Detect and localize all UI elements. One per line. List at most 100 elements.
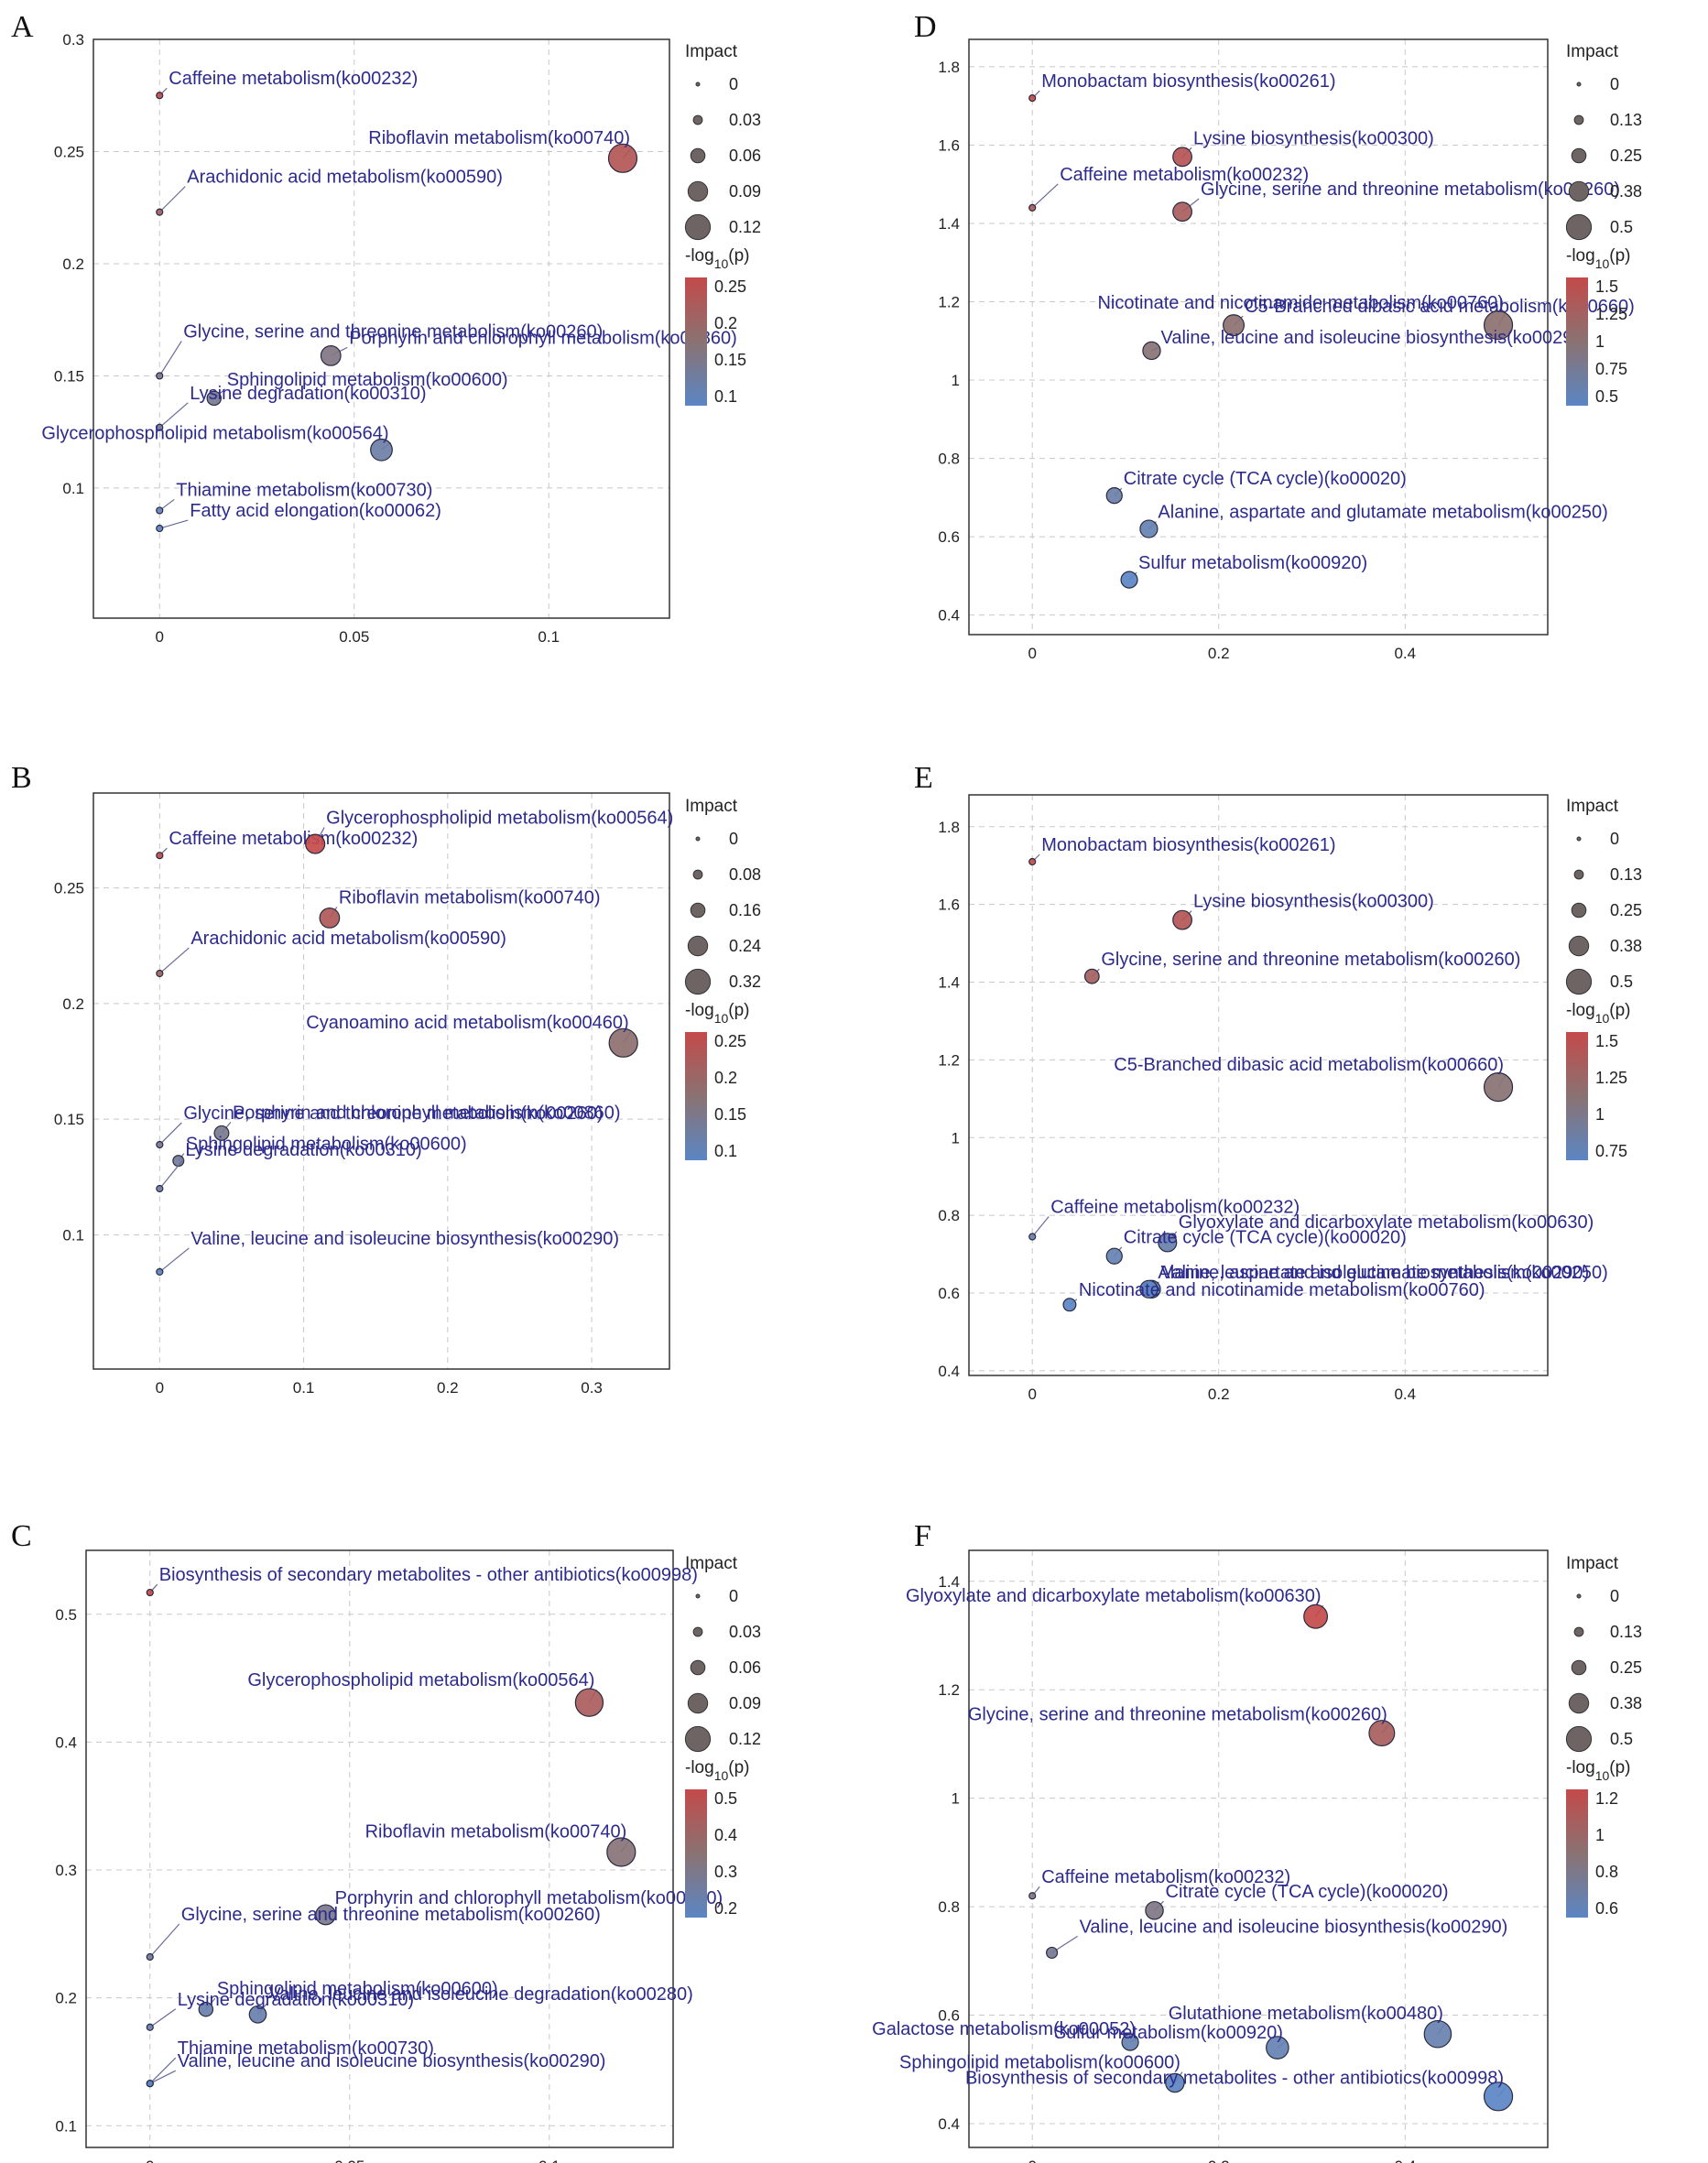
data-point — [608, 1027, 638, 1058]
x-tick-label: 0.1 — [293, 1379, 315, 1397]
data-point-label: Valine, leucine and isoleucine biosynthe… — [178, 2051, 606, 2071]
data-point-label: Caffeine metabolism(ko00232) — [1060, 165, 1309, 185]
color-legend-label: 1.2 — [1595, 1789, 1618, 1808]
panel-letter: C — [11, 1519, 32, 1553]
impact-legend-title: Impact — [685, 1554, 738, 1573]
data-point — [206, 390, 222, 407]
x-tick-label: 0.4 — [1394, 2158, 1416, 2163]
impact-legend-swatch — [687, 1692, 709, 1714]
plot-frame — [85, 1549, 674, 2148]
impact-legend-label: 0.03 — [729, 1623, 761, 1641]
data-point — [1223, 314, 1246, 337]
data-point — [1028, 1892, 1037, 1900]
impact-legend-label: 0.25 — [1610, 147, 1642, 165]
impact-legend-label: 0 — [1610, 1587, 1619, 1605]
data-point-label: Glutathione metabolism(ko00480) — [1169, 2004, 1443, 2024]
label-leader-line — [1031, 1216, 1050, 1237]
color-legend-label: 0.6 — [1595, 1899, 1618, 1918]
impact-legend-label: 0.12 — [729, 218, 761, 236]
color-legend-label: 1.25 — [1595, 305, 1627, 323]
impact-legend-label: 0.08 — [729, 865, 761, 884]
y-tick-label: 0.8 — [938, 1898, 960, 1916]
data-point — [1121, 2033, 1139, 2051]
label-leader-line — [159, 519, 189, 529]
impact-legend-swatch — [684, 968, 712, 995]
data-point-label: Monobactam biosynthesis(ko00261) — [1041, 835, 1335, 855]
data-point-label: Thiamine metabolism(ko00730) — [178, 2038, 434, 2059]
data-point — [1483, 310, 1514, 341]
label-leader-line — [1031, 183, 1059, 209]
color-legend-label: 1 — [1595, 332, 1605, 351]
x-tick-label: 0.4 — [1394, 645, 1416, 662]
label-leader-line — [158, 186, 186, 213]
y-tick-label: 0.15 — [54, 367, 84, 385]
data-point — [1165, 2072, 1185, 2093]
y-tick-label: 1.8 — [938, 819, 960, 836]
data-point — [1028, 1233, 1037, 1241]
data-point — [1105, 1247, 1123, 1265]
data-point — [146, 1588, 154, 1597]
impact-legend-swatch — [690, 902, 706, 918]
panel-c: C 0 0.05 0.1 0.1 0.2 0.3 0.4 0.5 Biosynthesis of … — [11, 1519, 761, 2163]
label-leader-line — [149, 2008, 177, 2028]
data-point — [1266, 2036, 1289, 2060]
x-tick-label: 0.2 — [437, 1379, 459, 1397]
y-tick-label: 0.25 — [54, 143, 84, 160]
data-point — [1172, 909, 1192, 930]
impact-legend-label: 0.5 — [1610, 1730, 1633, 1748]
data-point — [1139, 1279, 1159, 1299]
impact-legend-label: 0.16 — [729, 901, 761, 919]
y-tick-label: 0.6 — [938, 528, 960, 546]
data-point — [319, 908, 341, 929]
data-point — [320, 344, 342, 366]
color-legend-bar — [685, 277, 707, 406]
color-legend-label: 0.25 — [714, 1032, 746, 1050]
data-point — [1158, 1233, 1178, 1253]
data-point-label: Glycine, serine and threonine metabolism… — [968, 1705, 1387, 1725]
x-tick-label: 0 — [156, 628, 164, 646]
data-point-label: Citrate cycle (TCA cycle)(ko00020) — [1124, 1228, 1407, 1248]
data-point — [156, 1184, 164, 1193]
x-tick-label: 0.2 — [1208, 2158, 1230, 2163]
impact-legend-title: Impact — [1566, 42, 1619, 61]
data-point-label: Glyoxylate and dicarboxylate metabolism(… — [906, 1586, 1322, 1606]
impact-legend-label: 0 — [729, 75, 738, 93]
y-tick-label: 0.4 — [55, 1734, 77, 1751]
impact-legend-swatch — [1576, 1593, 1582, 1599]
data-point-label: Sphingolipid metabolism(ko00600) — [899, 2053, 1180, 2073]
data-point — [198, 2001, 214, 2017]
data-point-label: Lysine biosynthesis(ko00300) — [1193, 892, 1434, 912]
y-tick-label: 0.8 — [938, 451, 960, 468]
data-point-label: Valine, leucine and isoleucine degradati… — [269, 1984, 693, 2005]
impact-legend-swatch — [1571, 1659, 1587, 1676]
impact-legend-label: 0 — [729, 830, 738, 848]
x-tick-label: 0 — [156, 1379, 164, 1397]
label-leader-line — [158, 1158, 184, 1190]
label-leader-line — [158, 1122, 182, 1146]
color-legend-label: 1.5 — [1595, 277, 1618, 296]
data-point — [156, 852, 164, 860]
y-tick-label: 1.6 — [938, 897, 960, 914]
impact-legend-swatch — [1571, 902, 1587, 918]
data-point — [248, 2005, 267, 2024]
y-tick-label: 1.8 — [938, 59, 960, 76]
data-point — [1046, 1946, 1059, 1959]
impact-legend-label: 0 — [729, 1587, 738, 1605]
y-tick-label: 0.4 — [938, 2115, 960, 2133]
data-point — [1139, 519, 1159, 538]
panel-b: B 0 0.1 0.2 0.3 0.1 0.15 0.2 0.25 Caffeine metabo… — [11, 761, 761, 1397]
impact-legend-label: 0 — [1610, 830, 1619, 848]
data-point-label: Cyanoamino acid metabolism(ko00460) — [306, 1013, 628, 1033]
data-point-label: Porphyrin and chlorophyll metabolism(ko0… — [233, 1103, 621, 1123]
data-point — [146, 2080, 154, 2088]
impact-legend-label: 0.09 — [729, 182, 761, 201]
x-tick-label: 0 — [146, 2158, 154, 2163]
impact-legend-title: Impact — [685, 42, 738, 61]
color-legend-title: -log10(p) — [685, 1758, 750, 1783]
y-tick-label: 0.1 — [55, 2117, 77, 2135]
y-tick-label: 0.3 — [62, 31, 84, 49]
impact-legend-swatch — [695, 82, 701, 87]
impact-legend-swatch — [1568, 935, 1590, 957]
panel-letter: F — [914, 1519, 931, 1553]
data-point-label: Caffeine metabolism(ko00232) — [1050, 1198, 1300, 1218]
